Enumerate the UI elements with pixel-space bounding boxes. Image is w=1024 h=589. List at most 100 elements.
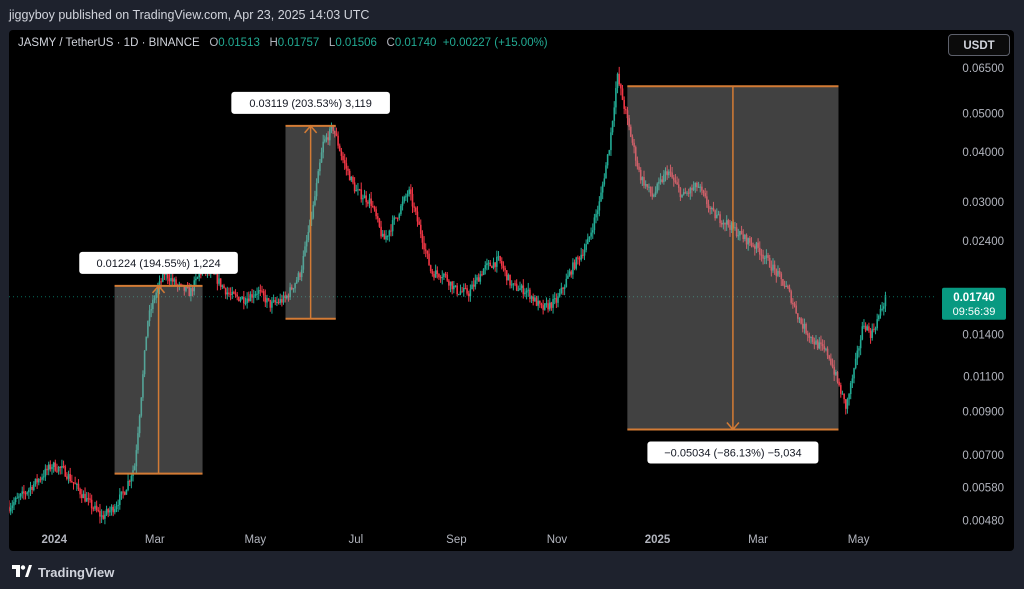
candle-down	[365, 195, 367, 203]
price-tick-label: 0.03000	[962, 197, 1004, 209]
candle-down	[749, 238, 751, 243]
candle-down	[773, 264, 776, 270]
candle-up	[14, 498, 17, 503]
candle-up	[363, 195, 366, 199]
candle-down	[864, 325, 867, 331]
publisher-line: jiggyboy published on TradingView.com, A…	[9, 8, 370, 22]
candles-layer	[9, 66, 887, 525]
measure-label: 0.03119 (203.53%) 3,119	[231, 91, 390, 114]
candle-up	[517, 290, 520, 292]
candle-up	[385, 235, 387, 240]
tradingview-logo[interactable]: TradingView	[12, 564, 114, 580]
candle-down	[555, 298, 558, 303]
candle-down	[74, 483, 76, 485]
last-price-value: 0.01740	[953, 292, 995, 304]
candle-up	[668, 171, 670, 176]
candle-down	[671, 172, 673, 178]
candle-down	[823, 345, 826, 350]
candle-up	[568, 271, 571, 276]
candle-up	[876, 319, 878, 329]
candle-up	[231, 291, 234, 295]
candle-up	[486, 263, 488, 266]
candle-down	[451, 281, 453, 290]
candle-down	[620, 84, 622, 89]
candle-up	[777, 271, 779, 276]
time-tick-label: Jul	[349, 534, 364, 546]
candle-up	[170, 278, 172, 282]
candle-down	[806, 333, 809, 336]
time-tick-label: Sep	[446, 534, 466, 546]
footer: TradingView	[0, 555, 1024, 589]
candle-up	[572, 262, 574, 275]
candle-down	[633, 142, 635, 148]
candle-up	[147, 321, 149, 337]
candle-up	[879, 308, 882, 316]
candle-up	[681, 194, 683, 198]
price-chart[interactable]: 0.01224 (194.55%) 1,224 0.03119 (203.53%)…	[9, 30, 1014, 551]
candle-down	[869, 330, 872, 338]
candle-up	[145, 336, 148, 351]
candle-down	[562, 287, 564, 290]
candle-down	[701, 186, 703, 191]
candle-down	[299, 273, 301, 278]
candle-down	[618, 73, 621, 85]
candle-up	[803, 323, 806, 329]
candle-up	[133, 466, 136, 471]
candle-down	[342, 155, 344, 161]
candle-down	[582, 254, 584, 256]
candle-up	[257, 290, 260, 294]
candle-down	[36, 478, 38, 483]
candle-down	[107, 509, 110, 513]
candle-down	[160, 281, 162, 283]
chart-area[interactable]: 0.01224 (194.55%) 1,224 0.03119 (203.53%)…	[9, 30, 1014, 551]
candle-down	[444, 273, 447, 275]
candle-up	[715, 214, 718, 219]
measure-label-text: 0.01224 (194.55%) 1,224	[96, 258, 220, 270]
candle-down	[219, 278, 222, 287]
candle-up	[449, 281, 452, 286]
candle-down	[750, 242, 753, 246]
candle-up	[279, 299, 282, 303]
candle-down	[229, 294, 232, 296]
candle-up	[9, 507, 12, 512]
brand-name: TradingView	[38, 564, 115, 580]
candle-up	[785, 286, 788, 288]
candle-up	[195, 278, 197, 281]
candle-down	[191, 288, 194, 292]
candle-down	[223, 285, 225, 289]
candle-up	[441, 277, 444, 279]
candle-down	[783, 285, 786, 287]
candle-down	[782, 279, 784, 286]
candle-up	[47, 464, 50, 471]
candle-up	[37, 479, 40, 483]
candle-down	[446, 274, 449, 281]
candle-down	[472, 284, 475, 287]
candle-down	[383, 233, 386, 240]
candle-down	[696, 182, 698, 188]
candle-up	[153, 298, 156, 300]
time-axis: 2024 Mar May Jul Sep Nov 2025 Mar May	[41, 534, 869, 546]
candle-up	[520, 285, 523, 289]
candle-up	[772, 264, 774, 271]
candle-up	[747, 238, 749, 245]
measure-arrow-head	[726, 421, 740, 431]
measure-arrow-head	[304, 124, 318, 134]
candle-up	[601, 184, 604, 193]
candle-down	[274, 300, 277, 303]
candle-up	[28, 489, 30, 493]
candle-up	[115, 506, 118, 510]
candle-down	[166, 271, 169, 279]
candle-up	[575, 257, 578, 269]
currency-button[interactable]: USDT	[948, 34, 1010, 56]
candle-down	[760, 254, 763, 256]
candle-up	[737, 235, 740, 237]
candle-down	[509, 274, 511, 286]
candle-down	[811, 337, 814, 342]
candle-down	[754, 246, 756, 249]
candle-up	[603, 178, 606, 185]
candle-down	[69, 474, 71, 482]
candle-up	[694, 182, 697, 188]
candle-down	[494, 262, 496, 267]
candle-up	[320, 152, 323, 163]
symbol-name[interactable]: JASMY / TetherUS · 1D · BINANCE	[18, 37, 200, 49]
